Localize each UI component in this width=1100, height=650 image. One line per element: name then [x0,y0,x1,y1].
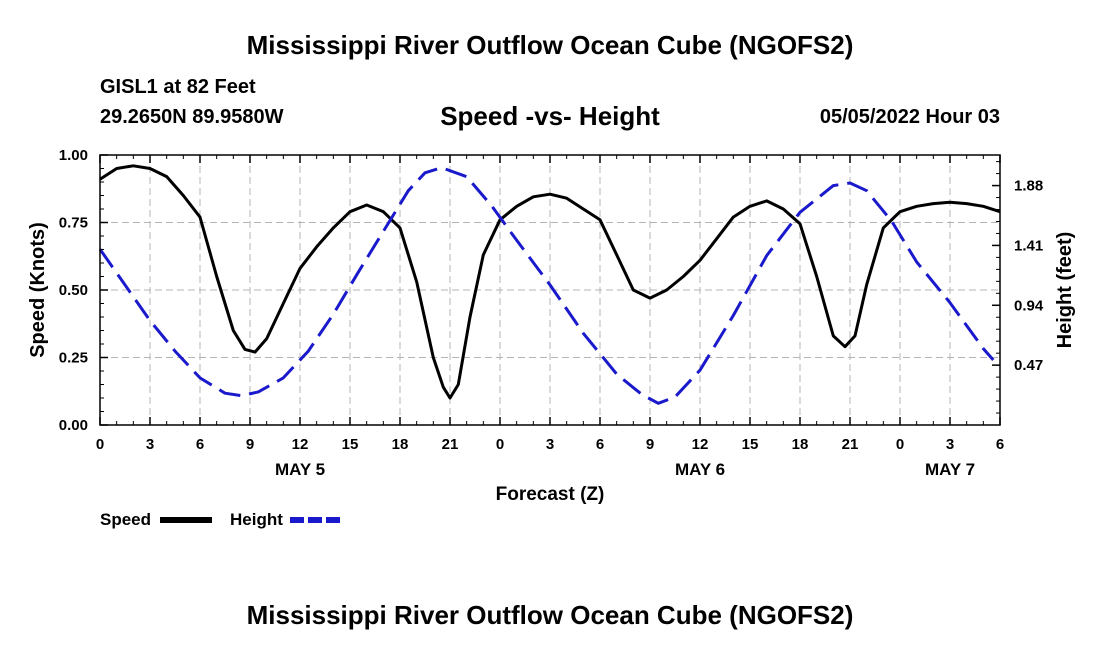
x-tick-label: 18 [392,436,409,453]
x-axis-title: Forecast (Z) [496,484,605,505]
y-right-tick-label: 0.94 [1014,297,1044,314]
x-tick-label: 6 [596,436,604,453]
x-tick-label: 6 [996,436,1004,453]
x-tick-label: 9 [646,436,654,453]
chart-subtitle: Speed -vs- Height [440,101,660,131]
x-tick-label: 6 [196,436,204,453]
repeated-chart-title: Mississippi River Outflow Ocean Cube (NG… [246,600,854,630]
x-day-label: MAY 6 [675,460,725,479]
series-line-height [98,166,995,405]
x-tick-label: 15 [342,436,359,453]
x-tick-label: 3 [546,436,554,453]
y-right-axis-title: Height (feet) [1054,232,1076,349]
x-tick-label: 9 [246,436,254,453]
y-left-tick-label: 0.25 [59,350,88,367]
x-day-label: MAY 7 [925,460,975,479]
x-tick-label: 21 [442,436,459,453]
legend-label-speed: Speed [100,510,151,529]
y-right-tick-label: 1.88 [1014,178,1043,195]
y-left-tick-label: 0.50 [59,282,88,299]
x-tick-label: 15 [742,436,759,453]
y-left-tick-label: 1.00 [59,147,88,164]
y-left-tick-label: 0.75 [59,215,88,232]
x-tick-label: 21 [842,436,859,453]
legend: Speed Height [100,510,342,529]
x-tick-label: 0 [896,436,904,453]
x-tick-label: 0 [496,436,504,453]
x-tick-label: 3 [946,436,954,453]
station-name: GISL1 at 82 Feet [100,76,256,98]
station-coordinates: 29.2650N 89.9580W [100,106,284,128]
legend-label-height: Height [230,510,283,529]
x-tick-label: 12 [692,436,709,453]
axis-labels: 0 3 6 9 12 15 18 21 0 3 6 9 12 15 18 21 0 3 6 0.00 0.25 0.50 0… [27,147,1076,505]
forecast-datetime: 05/05/2022 Hour 03 [819,106,1000,128]
series-lines [98,164,1001,405]
chart-title: Mississippi River Outflow Ocean Cube (NG… [246,30,854,60]
grid-lines [100,155,1000,425]
series-line-speed [99,164,1001,400]
y-right-tick-label: 0.47 [1014,357,1043,374]
y-left-axis-title: Speed (Knots) [27,222,49,358]
x-tick-label: 0 [96,436,104,453]
x-tick-label: 12 [292,436,309,453]
y-left-tick-label: 0.00 [59,417,88,434]
x-tick-label: 18 [792,436,809,453]
y-right-tick-label: 1.41 [1014,237,1043,254]
axis-ticks [99,154,1001,426]
x-day-label: MAY 5 [275,460,325,479]
x-tick-label: 3 [146,436,154,453]
